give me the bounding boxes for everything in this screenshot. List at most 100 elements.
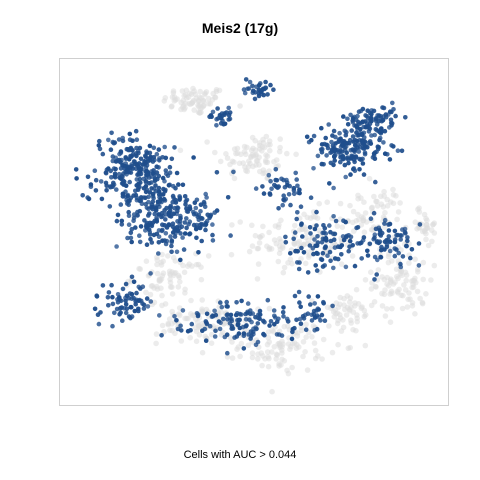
cell-point-above-threshold bbox=[297, 316, 303, 322]
cell-point-below-threshold bbox=[234, 150, 241, 156]
cell-point-above-threshold bbox=[128, 153, 133, 159]
cell-point-above-threshold bbox=[328, 160, 334, 166]
cell-point-above-threshold bbox=[202, 201, 207, 206]
cell-point-above-threshold bbox=[129, 274, 135, 280]
cell-point-above-threshold bbox=[98, 179, 104, 184]
cell-point-above-threshold bbox=[144, 222, 149, 227]
cell-point-above-threshold bbox=[137, 239, 143, 245]
cell-point-below-threshold bbox=[159, 322, 166, 329]
cell-point-above-threshold bbox=[365, 108, 371, 113]
cell-point-above-threshold bbox=[314, 308, 319, 313]
cell-point-below-threshold bbox=[256, 240, 263, 246]
cell-point-below-threshold bbox=[360, 217, 367, 224]
cell-point-above-threshold bbox=[143, 160, 149, 165]
cell-point-above-threshold bbox=[149, 180, 154, 185]
cell-point-below-threshold bbox=[410, 277, 417, 284]
cell-point-above-threshold bbox=[320, 264, 326, 269]
cell-point-above-threshold bbox=[147, 143, 153, 149]
cell-point-above-threshold bbox=[289, 336, 295, 342]
cell-point-above-threshold bbox=[251, 326, 256, 332]
cell-point-above-threshold bbox=[351, 166, 356, 172]
cell-point-below-threshold bbox=[165, 321, 172, 328]
cell-point-below-threshold bbox=[190, 85, 196, 92]
cell-point-below-threshold bbox=[289, 340, 296, 347]
cell-point-above-threshold bbox=[110, 301, 116, 307]
cell-point-above-threshold bbox=[177, 225, 182, 231]
cell-point-below-threshold bbox=[353, 286, 360, 293]
cell-point-above-threshold bbox=[299, 221, 304, 226]
cell-point-above-threshold bbox=[312, 315, 318, 320]
cell-point-below-threshold bbox=[264, 243, 270, 249]
cell-point-above-threshold bbox=[384, 239, 390, 244]
cell-point-above-threshold bbox=[128, 304, 133, 310]
cell-point-above-threshold bbox=[124, 169, 130, 174]
cell-point-above-threshold bbox=[280, 202, 286, 208]
cell-point-above-threshold bbox=[294, 177, 300, 182]
cell-point-below-threshold bbox=[249, 350, 256, 356]
cell-point-below-threshold bbox=[389, 305, 395, 312]
cell-point-below-threshold bbox=[298, 255, 304, 262]
cell-point-above-threshold bbox=[156, 173, 162, 179]
cell-point-above-threshold bbox=[143, 184, 149, 189]
cell-point-above-threshold bbox=[296, 289, 302, 295]
cell-point-above-threshold bbox=[358, 126, 363, 132]
cell-point-above-threshold bbox=[110, 139, 116, 145]
cell-point-above-threshold bbox=[367, 241, 373, 247]
cell-point-above-threshold bbox=[355, 133, 360, 138]
cell-point-above-threshold bbox=[283, 240, 289, 245]
cell-point-above-threshold bbox=[134, 290, 139, 296]
cell-point-above-threshold bbox=[156, 192, 162, 197]
cell-point-above-threshold bbox=[378, 233, 384, 238]
cell-point-above-threshold bbox=[280, 310, 286, 315]
cell-point-above-threshold bbox=[167, 164, 173, 170]
cell-point-above-threshold bbox=[315, 294, 321, 299]
cell-point-above-threshold bbox=[154, 151, 160, 157]
cell-point-above-threshold bbox=[301, 250, 307, 255]
cell-point-above-threshold bbox=[196, 250, 201, 255]
cell-point-above-threshold bbox=[244, 323, 249, 328]
cell-point-above-threshold bbox=[248, 336, 253, 341]
cell-point-above-threshold bbox=[360, 156, 365, 162]
cell-point-above-threshold bbox=[88, 182, 94, 187]
cell-point-above-threshold bbox=[338, 159, 343, 165]
cell-point-above-threshold bbox=[369, 108, 375, 113]
cell-point-below-threshold bbox=[193, 338, 200, 345]
cell-point-below-threshold bbox=[169, 284, 175, 290]
cell-point-above-threshold bbox=[290, 326, 296, 332]
cell-point-above-threshold bbox=[173, 186, 178, 191]
cell-point-above-threshold bbox=[335, 244, 341, 249]
cell-point-above-threshold bbox=[146, 227, 152, 232]
cell-point-above-threshold bbox=[94, 293, 99, 299]
cell-point-above-threshold bbox=[203, 319, 209, 324]
cell-point-above-threshold bbox=[169, 239, 174, 245]
cell-point-below-threshold bbox=[353, 327, 359, 334]
cell-point-above-threshold bbox=[342, 148, 348, 153]
cell-point-above-threshold bbox=[213, 312, 219, 318]
cell-point-above-threshold bbox=[396, 250, 402, 256]
cell-point-above-threshold bbox=[132, 308, 138, 314]
cell-point-above-threshold bbox=[145, 304, 151, 309]
cell-point-above-threshold bbox=[137, 145, 143, 151]
cell-point-above-threshold bbox=[315, 240, 321, 245]
cell-point-above-threshold bbox=[274, 184, 280, 190]
cell-point-below-threshold bbox=[347, 202, 353, 209]
cell-point-below-threshold bbox=[182, 315, 188, 322]
cell-point-above-threshold bbox=[285, 319, 291, 324]
cell-point-below-threshold bbox=[179, 88, 186, 94]
cell-point-above-threshold bbox=[118, 150, 124, 156]
cell-point-above-threshold bbox=[306, 294, 312, 299]
cell-point-below-threshold bbox=[276, 148, 283, 155]
cell-point-above-threshold bbox=[314, 268, 320, 273]
cell-point-above-threshold bbox=[282, 198, 287, 203]
cell-point-above-threshold bbox=[144, 296, 150, 301]
cell-point-below-threshold bbox=[261, 170, 268, 176]
cell-point-above-threshold bbox=[380, 105, 385, 110]
cell-point-below-threshold bbox=[224, 354, 231, 360]
cell-point-above-threshold bbox=[105, 295, 111, 300]
cell-point-above-threshold bbox=[114, 187, 119, 192]
cell-point-below-threshold bbox=[423, 236, 429, 243]
cell-point-below-threshold bbox=[265, 354, 272, 360]
cell-point-below-threshold bbox=[334, 223, 341, 229]
cell-point-above-threshold bbox=[305, 311, 311, 317]
cell-point-above-threshold bbox=[359, 132, 365, 137]
